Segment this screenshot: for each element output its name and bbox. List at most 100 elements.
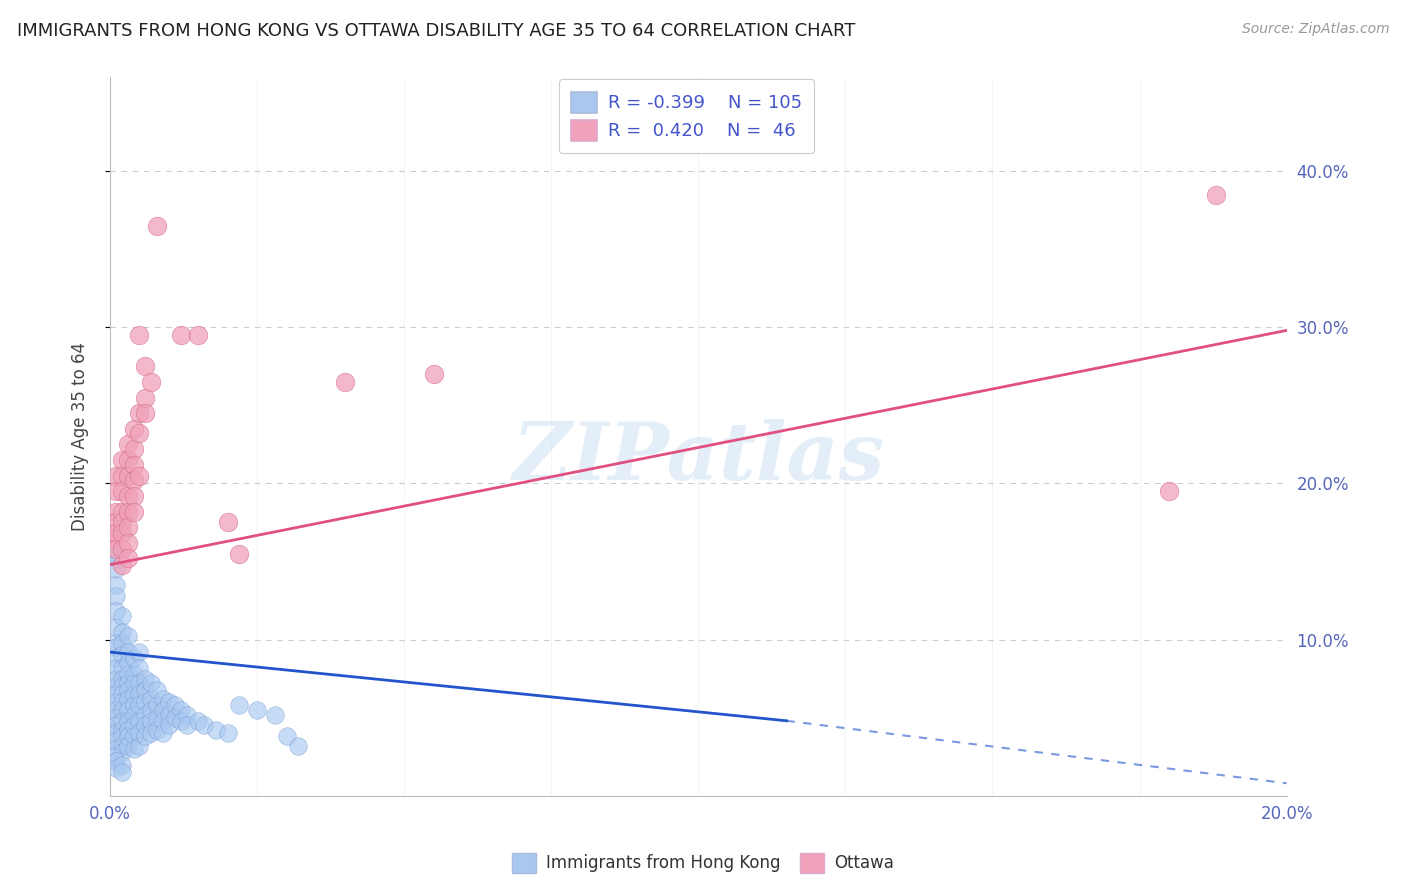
- Point: [104, 542, 127, 557]
- Point: [187, 714, 209, 728]
- Point: [122, 473, 145, 487]
- Point: [111, 757, 134, 772]
- Point: [104, 703, 127, 717]
- Point: [117, 504, 139, 518]
- Point: [128, 645, 150, 659]
- Point: [111, 680, 134, 694]
- Point: [117, 676, 139, 690]
- Point: [128, 661, 150, 675]
- Point: [117, 703, 139, 717]
- Point: [128, 687, 150, 701]
- Point: [122, 442, 145, 456]
- Point: [122, 742, 145, 756]
- Point: [111, 745, 134, 759]
- Point: [205, 723, 228, 738]
- Point: [111, 648, 134, 663]
- Legend: R = -0.399    N = 105, R =  0.420    N =  46: R = -0.399 N = 105, R = 0.420 N = 46: [558, 79, 814, 153]
- Point: [104, 578, 127, 592]
- Point: [104, 761, 127, 775]
- Point: [169, 328, 191, 343]
- Point: [117, 551, 139, 566]
- Point: [217, 726, 239, 740]
- Point: [122, 687, 145, 701]
- Point: [146, 711, 169, 725]
- Point: [128, 726, 150, 740]
- Point: [152, 726, 174, 740]
- Point: [104, 636, 127, 650]
- Point: [104, 562, 127, 576]
- Point: [128, 698, 150, 713]
- Point: [146, 682, 169, 697]
- Point: [141, 714, 163, 728]
- Point: [104, 468, 127, 483]
- Point: [157, 707, 180, 722]
- Point: [187, 328, 209, 343]
- Point: [104, 734, 127, 748]
- Point: [111, 468, 134, 483]
- Point: [111, 672, 134, 686]
- Point: [169, 703, 191, 717]
- Point: [117, 630, 139, 644]
- Point: [128, 426, 150, 441]
- Point: [104, 526, 127, 541]
- Point: [111, 695, 134, 709]
- Point: [104, 695, 127, 709]
- Point: [128, 676, 150, 690]
- Point: [104, 504, 127, 518]
- Point: [101, 547, 124, 561]
- Point: [134, 695, 156, 709]
- Point: [101, 749, 124, 764]
- Point: [111, 542, 134, 557]
- Point: [176, 707, 198, 722]
- Point: [122, 458, 145, 472]
- Point: [117, 692, 139, 706]
- Point: [104, 687, 127, 701]
- Point: [111, 661, 134, 675]
- Point: [146, 698, 169, 713]
- Point: [117, 667, 139, 681]
- Point: [134, 406, 156, 420]
- Point: [117, 739, 139, 753]
- Point: [111, 739, 134, 753]
- Point: [104, 516, 127, 530]
- Y-axis label: Disability Age 35 to 64: Disability Age 35 to 64: [72, 343, 89, 531]
- Point: [141, 375, 163, 389]
- Point: [117, 489, 139, 503]
- Point: [111, 636, 134, 650]
- Point: [117, 437, 139, 451]
- Point: [111, 703, 134, 717]
- Point: [169, 714, 191, 728]
- Point: [134, 359, 156, 374]
- Point: [104, 718, 127, 732]
- Point: [104, 661, 127, 675]
- Point: [111, 687, 134, 701]
- Text: IMMIGRANTS FROM HONG KONG VS OTTAWA DISABILITY AGE 35 TO 64 CORRELATION CHART: IMMIGRANTS FROM HONG KONG VS OTTAWA DISA…: [17, 22, 855, 40]
- Point: [101, 531, 124, 545]
- Legend: Immigrants from Hong Kong, Ottawa: Immigrants from Hong Kong, Ottawa: [506, 847, 900, 880]
- Point: [128, 714, 150, 728]
- Point: [228, 698, 250, 713]
- Point: [111, 558, 134, 572]
- Point: [141, 676, 163, 690]
- Point: [104, 640, 127, 655]
- Point: [111, 624, 134, 639]
- Point: [146, 219, 169, 233]
- Point: [104, 651, 127, 665]
- Point: [117, 723, 139, 738]
- Point: [287, 739, 309, 753]
- Point: [117, 645, 139, 659]
- Point: [111, 504, 134, 518]
- Point: [134, 682, 156, 697]
- Point: [122, 667, 145, 681]
- Point: [1157, 484, 1180, 499]
- Point: [128, 406, 150, 420]
- Point: [111, 526, 134, 541]
- Point: [117, 656, 139, 670]
- Point: [134, 707, 156, 722]
- Point: [217, 516, 239, 530]
- Point: [263, 707, 285, 722]
- Point: [117, 682, 139, 697]
- Point: [122, 651, 145, 665]
- Point: [104, 680, 127, 694]
- Point: [117, 730, 139, 744]
